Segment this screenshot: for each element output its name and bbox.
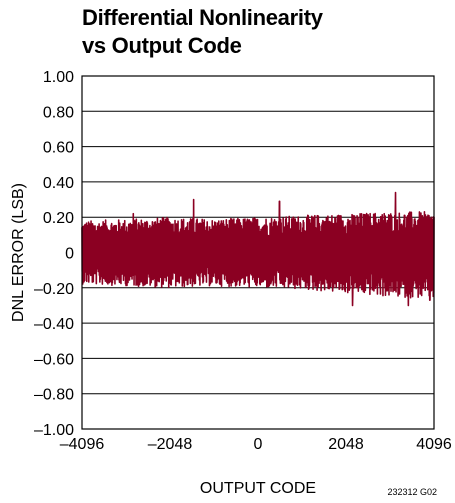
y-tick-label: –0.40	[34, 316, 74, 333]
y-tick-label: 0.80	[43, 104, 74, 121]
chart-title-line-2: vs Output Code	[82, 33, 242, 58]
x-tick-label: 4096	[416, 436, 452, 453]
x-tick-label: 0	[254, 436, 263, 453]
y-tick-label: –0.80	[34, 387, 74, 404]
y-tick-label: 0.40	[43, 175, 74, 192]
x-tick-label: –4096	[60, 436, 105, 453]
plot-frame	[81, 75, 435, 430]
y-axis-label: DNL ERROR (LSB)	[10, 183, 27, 322]
x-tick-label: 2048	[328, 436, 364, 453]
x-tick-label: –2048	[148, 436, 193, 453]
y-tick-label: 0	[65, 246, 74, 263]
y-tick-label: –1.00	[34, 422, 74, 439]
y-tick-label: –0.60	[34, 351, 74, 368]
y-tick-label: 0.20	[43, 210, 74, 227]
chart-title-line-1: Differential Nonlinearity	[82, 5, 323, 30]
y-tick-label: –0.20	[34, 281, 74, 298]
y-tick-label: 1.00	[43, 69, 74, 86]
dnl-series-line	[81, 191, 435, 307]
y-tick-label: 0.60	[43, 140, 74, 157]
x-axis-label: OUTPUT CODE	[200, 480, 316, 497]
figure-id: 232312 G02	[387, 487, 437, 497]
chart-title: Differential Nonlinearity vs Output Code	[82, 4, 323, 60]
